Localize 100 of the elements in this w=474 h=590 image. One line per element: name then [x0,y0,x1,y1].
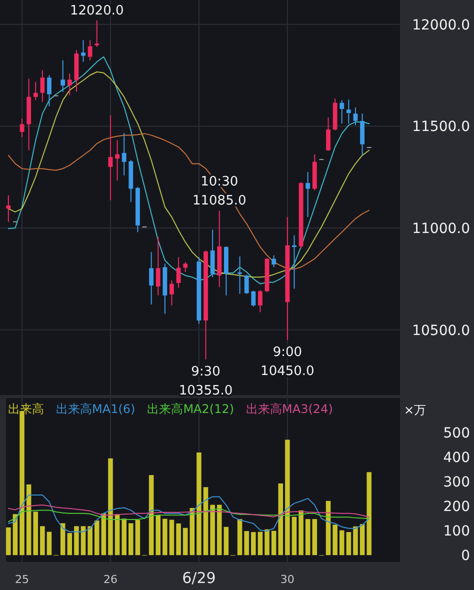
bar [40,526,45,556]
text: 出来高MA1(6) [56,402,136,416]
y-tick-label: 12000.0 [412,17,470,34]
bar [88,526,92,556]
bar [94,520,100,556]
bar [203,487,208,556]
bar [332,524,338,556]
bar [210,504,215,556]
bar [128,523,134,556]
bar [292,516,297,556]
candlestick [47,74,52,107]
bar [182,528,188,556]
bar [60,523,66,556]
candlestick [176,256,181,288]
bar [26,484,32,556]
annotation: 10355.0 [178,383,233,398]
bar [46,532,52,556]
bar [285,440,290,556]
candlestick [292,234,296,290]
text: 出来高MA3(24) [246,402,333,416]
candlestick [108,114,113,201]
candlestick [306,172,310,218]
candlestick [6,194,11,222]
annotation: 10450.0 [260,364,314,380]
candlestick [183,262,188,273]
candlestick [244,274,249,294]
candlestick [156,236,160,296]
bar [312,519,318,556]
candlestick [170,280,174,306]
candlestick [88,40,92,61]
bar [251,532,256,556]
bar [360,524,365,556]
bar [278,483,284,556]
bar [196,452,202,556]
candlestick [149,252,154,305]
x-tick-label: 26 [103,573,118,586]
candlestick [251,290,256,307]
bar [108,458,113,556]
bar [346,532,352,556]
bar [366,472,372,556]
line-series [8,494,370,532]
y-axis-title: ×万 [404,403,426,417]
y-tick-label: 0 [461,548,470,564]
bar [271,530,276,556]
bar [74,526,79,556]
bar [169,520,174,556]
y-tick-label: 10500.0 [412,322,470,339]
bar [224,526,229,556]
candlestick [40,70,45,102]
annotation: 9:00 [272,345,302,360]
line-series [8,133,370,270]
candlestick [60,60,66,92]
candlestick [258,290,262,313]
annotation: 12020.0 [70,3,124,18]
candlestick [67,73,72,96]
y-tick-label: 11000.0 [412,221,470,238]
candlestick [210,229,215,278]
candlestick [81,40,86,62]
candlestick [20,118,24,138]
candlestick [326,116,330,152]
candlestick [238,256,242,294]
bar [80,526,86,556]
bar [176,523,181,556]
y-tick-label: 100 [443,524,470,540]
line-series [8,504,370,518]
x-tick-label: 6/29 [182,569,216,587]
bar [298,510,304,556]
candlestick [360,113,365,156]
bar [156,515,161,556]
bar [237,519,242,556]
candlestick [115,140,120,181]
y-tick-label: 200 [443,499,470,516]
bar [114,514,120,556]
candlestick [122,132,126,176]
x-tick-label: 30 [280,573,294,586]
bar [6,527,11,556]
line-series [8,508,370,522]
y-tick-label: 500 [443,425,470,442]
bar [353,526,358,556]
x-tick-label: 25 [15,573,30,586]
bar [67,533,72,556]
y-tick-label: 300 [443,474,470,490]
candlestick [33,81,38,101]
bar [244,531,249,556]
bar [33,512,38,556]
candlestick [353,107,358,126]
bar [258,532,263,556]
bar [264,529,270,556]
annotation: 9:30 [191,364,220,380]
y-tick-label: 400 [443,450,470,466]
candlestick [272,254,276,268]
bar [339,530,344,556]
bar [122,518,126,556]
y-tick-label: 11500.0 [412,119,470,136]
candlestick [94,20,100,48]
bar [135,520,140,556]
bar [162,518,168,556]
bar [148,475,154,556]
bar [305,519,310,556]
candlestick [340,100,344,124]
